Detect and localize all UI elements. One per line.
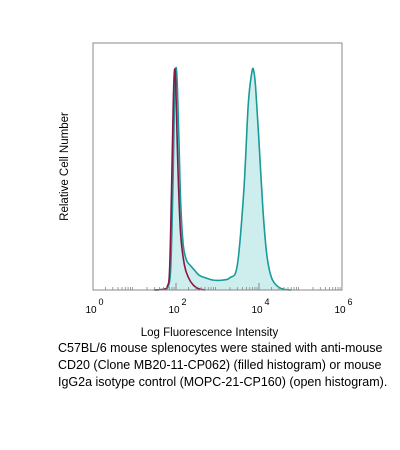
histogram-fill-0 [154,67,292,290]
filled-histogram-line-0 [154,66,292,291]
x-tick-label: 10 [334,305,346,316]
x-tick-label: 10 [168,305,180,316]
figure-caption: C57BL/6 mouse splenocytes were stained w… [58,341,388,389]
x-tick-exponent: 6 [347,297,352,307]
open-histogram-line-1 [154,67,206,291]
plot-frame [92,42,343,291]
x-tick-label: 10 [85,305,97,316]
x-tick-label: 10 [251,305,263,316]
x-axis-label: Log Fluorescence Intensity [141,327,279,339]
x-tick-exponent: 0 [98,297,103,307]
y-axis-label: Relative Cell Number [59,112,71,221]
x-tick-exponent: 4 [264,297,269,307]
x-tick-exponent: 2 [181,297,186,307]
